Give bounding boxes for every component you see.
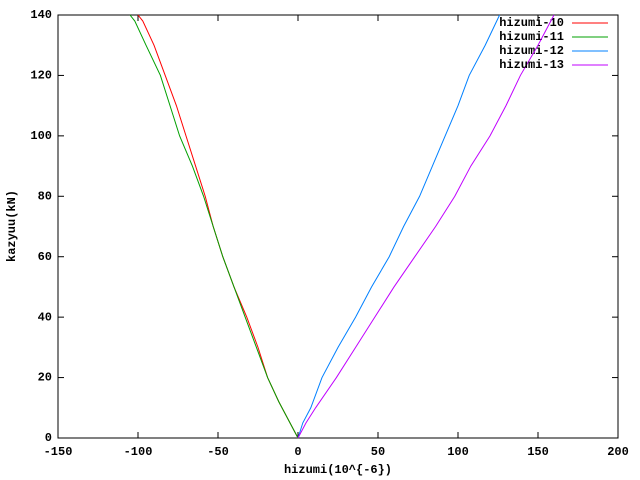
x-tick-label: 200 <box>607 445 629 459</box>
x-axis-label: hizumi(10^{-6}) <box>284 463 392 477</box>
x-tick-label: -150 <box>44 445 73 459</box>
legend-label: hizumi-12 <box>499 44 564 58</box>
x-tick-label: 100 <box>447 445 469 459</box>
y-tick-label: 60 <box>38 250 52 264</box>
y-tick-label: 20 <box>38 371 52 385</box>
plot-border <box>57 14 619 439</box>
x-tick-label: 50 <box>371 445 385 459</box>
series-line <box>129 14 299 439</box>
y-tick-label: 0 <box>45 431 52 445</box>
series-line <box>297 14 555 439</box>
y-tick-label: 40 <box>38 310 52 324</box>
legend-label: hizumi-11 <box>499 30 564 44</box>
y-tick-label: 140 <box>30 8 52 22</box>
x-tick-label: 150 <box>527 445 549 459</box>
x-tick-label: -100 <box>124 445 153 459</box>
y-tick-label: 80 <box>38 189 52 203</box>
x-tick-label: -50 <box>207 445 229 459</box>
series-line <box>137 14 299 439</box>
legend-label: hizumi-10 <box>499 16 564 30</box>
y-tick-label: 100 <box>30 129 52 143</box>
legend-label: hizumi-13 <box>499 58 564 72</box>
y-axis-label: kazyuu(kN) <box>5 190 19 262</box>
series-line <box>297 14 501 439</box>
y-tick-label: 120 <box>30 69 52 83</box>
x-tick-label: 0 <box>294 445 301 459</box>
